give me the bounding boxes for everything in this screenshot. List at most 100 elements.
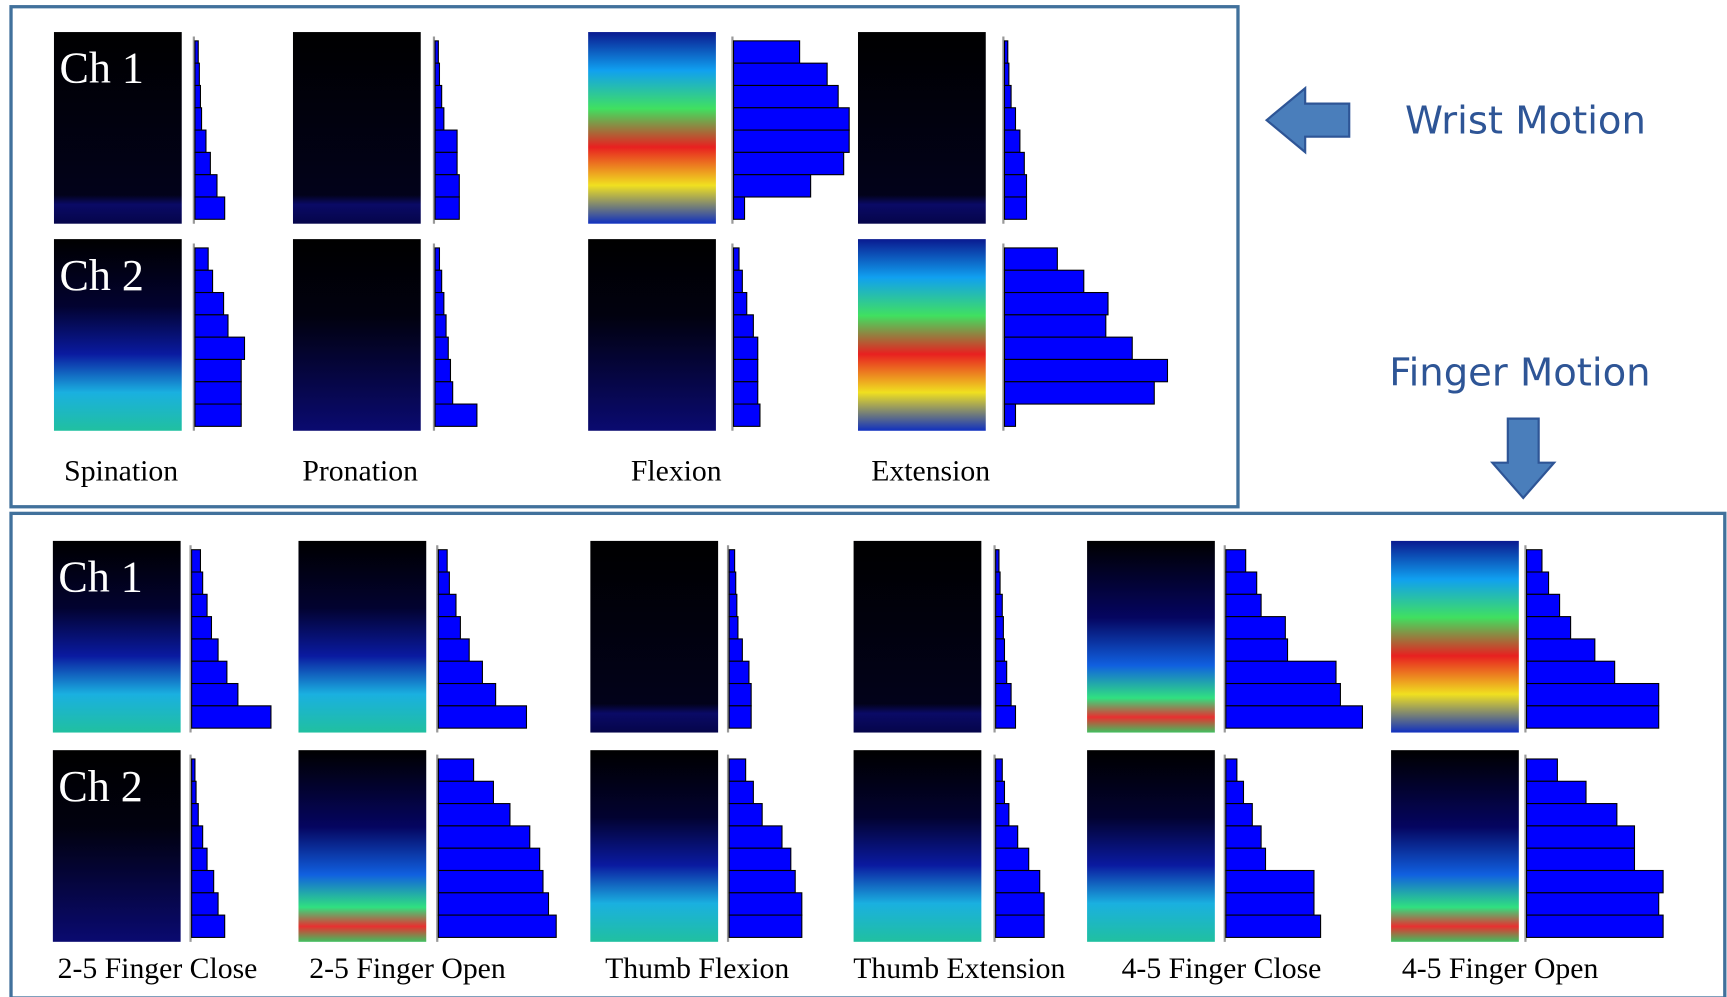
histogram-bar: [438, 804, 510, 826]
histogram-bar: [1527, 759, 1558, 781]
histogram-bar: [1004, 359, 1167, 381]
histogram-bar: [729, 781, 753, 803]
panel-caption: Extension: [871, 455, 990, 487]
histogram-bar: [996, 826, 1018, 848]
histogram-bar: [1004, 248, 1057, 270]
channel-label: Ch 2: [59, 251, 143, 300]
channel-label: Ch 1: [58, 553, 142, 602]
histogram-bar: [729, 759, 746, 781]
channel-label: Ch 1: [59, 44, 143, 93]
histogram-bar: [195, 404, 241, 426]
histogram-bar: [438, 870, 543, 892]
histogram-bar: [435, 270, 442, 292]
histogram-bar: [1004, 197, 1026, 219]
histogram-bar: [438, 893, 548, 915]
histogram-bar: [195, 130, 206, 152]
histogram-bar: [1226, 804, 1252, 826]
histogram-bar: [996, 759, 1003, 781]
histogram-bar: [1004, 85, 1011, 107]
histogram-bar: [195, 248, 208, 270]
histogram-bar: [996, 594, 1003, 616]
histogram-bar: [1527, 870, 1664, 892]
spectrogram: [588, 32, 716, 224]
histogram-bar: [195, 41, 198, 63]
histogram-bar: [438, 617, 460, 639]
histogram-bar: [1527, 804, 1617, 826]
histogram-bar: [729, 572, 736, 594]
histogram-bar: [438, 848, 539, 870]
histogram-bar: [435, 382, 453, 404]
histogram-bar: [1527, 661, 1615, 683]
histogram-bar: [1527, 781, 1586, 803]
histogram-bar: [438, 781, 493, 803]
panel-caption: Pronation: [302, 455, 418, 487]
spectrogram: [1087, 541, 1215, 733]
channel-label: Ch 2: [58, 762, 142, 811]
histogram-bar: [192, 848, 207, 870]
histogram-bar: [1004, 337, 1132, 359]
histogram-bar: [734, 41, 800, 63]
spectrogram: [1391, 541, 1519, 733]
histogram-bar: [438, 572, 449, 594]
histogram-bar: [1004, 293, 1108, 315]
panel-caption: 4-5 Finger Close: [1122, 953, 1322, 985]
histogram-bar: [438, 759, 473, 781]
histogram-bar: [1226, 706, 1363, 728]
histogram-bar: [1226, 781, 1244, 803]
histogram-bar: [1527, 684, 1659, 706]
histogram-bar: [734, 359, 758, 381]
histogram-bar: [729, 594, 737, 616]
histogram-bar: [729, 870, 795, 892]
histogram-bar: [1004, 63, 1008, 85]
histogram-bar: [1226, 759, 1237, 781]
spectrogram: [293, 239, 421, 431]
histogram-bar: [734, 197, 745, 219]
histogram-bar: [1226, 550, 1246, 572]
spectrogram: [298, 541, 426, 733]
histogram-bar: [195, 337, 245, 359]
histogram-bar: [438, 826, 529, 848]
histogram-bar: [192, 759, 195, 781]
histogram-bar: [195, 175, 217, 197]
histogram-bar: [729, 661, 749, 683]
histogram-bar: [996, 684, 1011, 706]
panel-caption: Thumb Flexion: [605, 953, 789, 985]
histogram-bar: [192, 594, 207, 616]
histogram-bar: [1527, 550, 1542, 572]
histogram-bar: [734, 63, 828, 85]
histogram-bar: [192, 915, 225, 937]
histogram-bar: [729, 639, 742, 661]
histogram-bar: [996, 848, 1029, 870]
panel-caption: Spination: [64, 455, 178, 487]
histogram-bar: [1004, 315, 1105, 337]
histogram-bar: [438, 550, 447, 572]
histogram-bar: [435, 175, 459, 197]
spectrogram: [590, 750, 718, 942]
histogram-bar: [192, 781, 196, 803]
histogram-bar: [435, 315, 446, 337]
histogram-bar: [195, 85, 201, 107]
histogram-bar: [1527, 594, 1560, 616]
histogram-bar: [996, 915, 1044, 937]
histogram-bar: [1527, 915, 1664, 937]
histogram-bar: [195, 197, 225, 219]
histogram-bar: [729, 893, 802, 915]
histogram-bar: [195, 293, 224, 315]
histogram-bar: [729, 617, 738, 639]
histogram-bar: [734, 130, 850, 152]
histogram-bar: [195, 108, 202, 130]
histogram-bar: [1226, 870, 1314, 892]
spectrogram: [298, 750, 426, 942]
histogram-bar: [195, 382, 241, 404]
histogram-bar: [195, 63, 199, 85]
histogram-bar: [734, 382, 758, 404]
panel-caption: 4-5 Finger Open: [1402, 953, 1599, 985]
histogram-bar: [1527, 572, 1549, 594]
histogram-bar: [435, 404, 477, 426]
histogram-bar: [1226, 594, 1261, 616]
histogram-bar: [435, 359, 450, 381]
histogram-bar: [1004, 175, 1026, 197]
histogram-bar: [438, 661, 482, 683]
histogram-bar: [195, 270, 213, 292]
histogram-bar: [1527, 639, 1595, 661]
